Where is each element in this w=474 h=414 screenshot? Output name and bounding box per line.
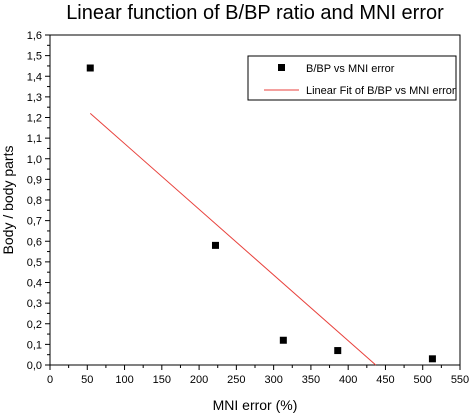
data-point (86, 64, 94, 72)
y-tick-label: 0,2 (27, 319, 42, 331)
y-tick-label: 0,7 (27, 216, 42, 228)
x-tick-label: 550 (451, 374, 469, 386)
x-tick-label: 300 (264, 374, 282, 386)
legend-box (247, 55, 457, 101)
y-axis: 0,0 0,1 0,2 0,3 0,4 0,5 0,6 0,7 0,8 0,9 1,0 1,1 1,2 1… (27, 30, 50, 372)
x-tick-label: 250 (227, 374, 245, 386)
legend-marker-scatter (278, 64, 285, 71)
y-tick-label: 0,1 (27, 339, 42, 351)
chart-title: Linear function of B/BP ratio and MNI er… (66, 2, 444, 24)
x-tick-label: 200 (190, 374, 208, 386)
y-tick-label: 0,8 (27, 195, 42, 207)
y-tick-label: 0,5 (27, 257, 42, 269)
y-tick-label: 0,0 (27, 360, 42, 372)
y-tick-label: 1,5 (27, 51, 42, 63)
x-axis-label: MNI error (%) (213, 397, 298, 413)
fit-line-layer (89, 112, 377, 366)
data-point (279, 336, 287, 344)
legend-label-fit: Linear Fit of B/BP vs MNI error (306, 85, 456, 97)
y-tick-label: 1,6 (27, 30, 42, 42)
legend: B/BP vs MNI error Linear Fit of B/BP vs … (247, 55, 457, 101)
y-tick-label: 0,9 (27, 174, 42, 186)
y-tick-label: 1,4 (27, 71, 42, 83)
y-tick-label: 1,0 (27, 154, 42, 166)
x-tick-label: 150 (153, 374, 171, 386)
x-axis: 0 50 100 150 200 250 300 350 400 450 500 550 (47, 365, 469, 386)
y-tick-label: 1,3 (27, 92, 42, 104)
y-tick-label: 1,2 (27, 113, 42, 125)
x-tick-label: 0 (47, 374, 53, 386)
y-tick-label: 0,6 (27, 236, 42, 248)
y-tick-label: 1,1 (27, 133, 42, 145)
fit-line (89, 112, 377, 366)
x-tick-label: 100 (115, 374, 133, 386)
x-tick-label: 500 (414, 374, 432, 386)
points-layer (86, 64, 436, 363)
data-point (428, 355, 436, 363)
x-tick-label: 50 (81, 374, 93, 386)
data-point (211, 241, 219, 249)
x-tick-label: 350 (302, 374, 320, 386)
y-tick-label: 0,3 (27, 298, 42, 310)
x-tick-label: 450 (376, 374, 394, 386)
y-axis-label: Body / body parts (0, 146, 16, 255)
y-tick-label: 0,4 (27, 278, 42, 290)
x-tick-label: 400 (339, 374, 357, 386)
data-point (334, 347, 342, 355)
legend-label-scatter: B/BP vs MNI error (306, 63, 395, 75)
